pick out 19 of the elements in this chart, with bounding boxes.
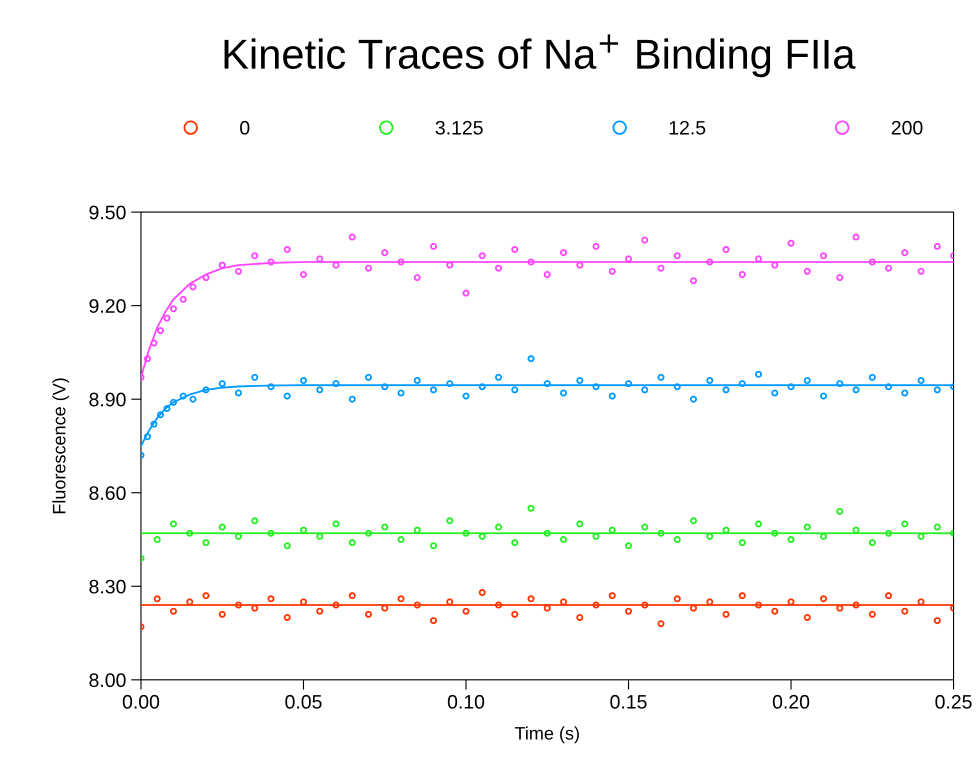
legend-label: 200 bbox=[892, 120, 922, 135]
x-tick-label: 0.10 bbox=[448, 694, 484, 709]
legend-label: 0 bbox=[240, 120, 250, 135]
legend-label: 3.125 bbox=[436, 120, 483, 135]
x-tick-label: 0.15 bbox=[610, 694, 647, 709]
x-axis-title: Time (s) bbox=[514, 726, 579, 744]
y-axis-title: Fluorescence (V) bbox=[52, 378, 70, 514]
y-tick-label: 9.20 bbox=[89, 299, 126, 313]
y-tick-label: 8.90 bbox=[89, 392, 126, 406]
x-tick-label: 0.20 bbox=[772, 694, 810, 709]
x-tick-label: 0.00 bbox=[122, 694, 160, 709]
y-tick-label: 9.50 bbox=[89, 206, 126, 220]
y-tick-label: 8.30 bbox=[89, 580, 126, 594]
x-tick-label: 0.05 bbox=[285, 694, 322, 709]
x-tick-label: 0.25 bbox=[935, 694, 972, 709]
y-tick-label: 8.00 bbox=[89, 673, 126, 688]
chart-title: Kinetic Traces of Na$^{+}$ Binding FIIa bbox=[224, 34, 856, 78]
y-tick-label: 8.60 bbox=[89, 486, 126, 500]
legend-label: 12.5 bbox=[670, 120, 706, 135]
